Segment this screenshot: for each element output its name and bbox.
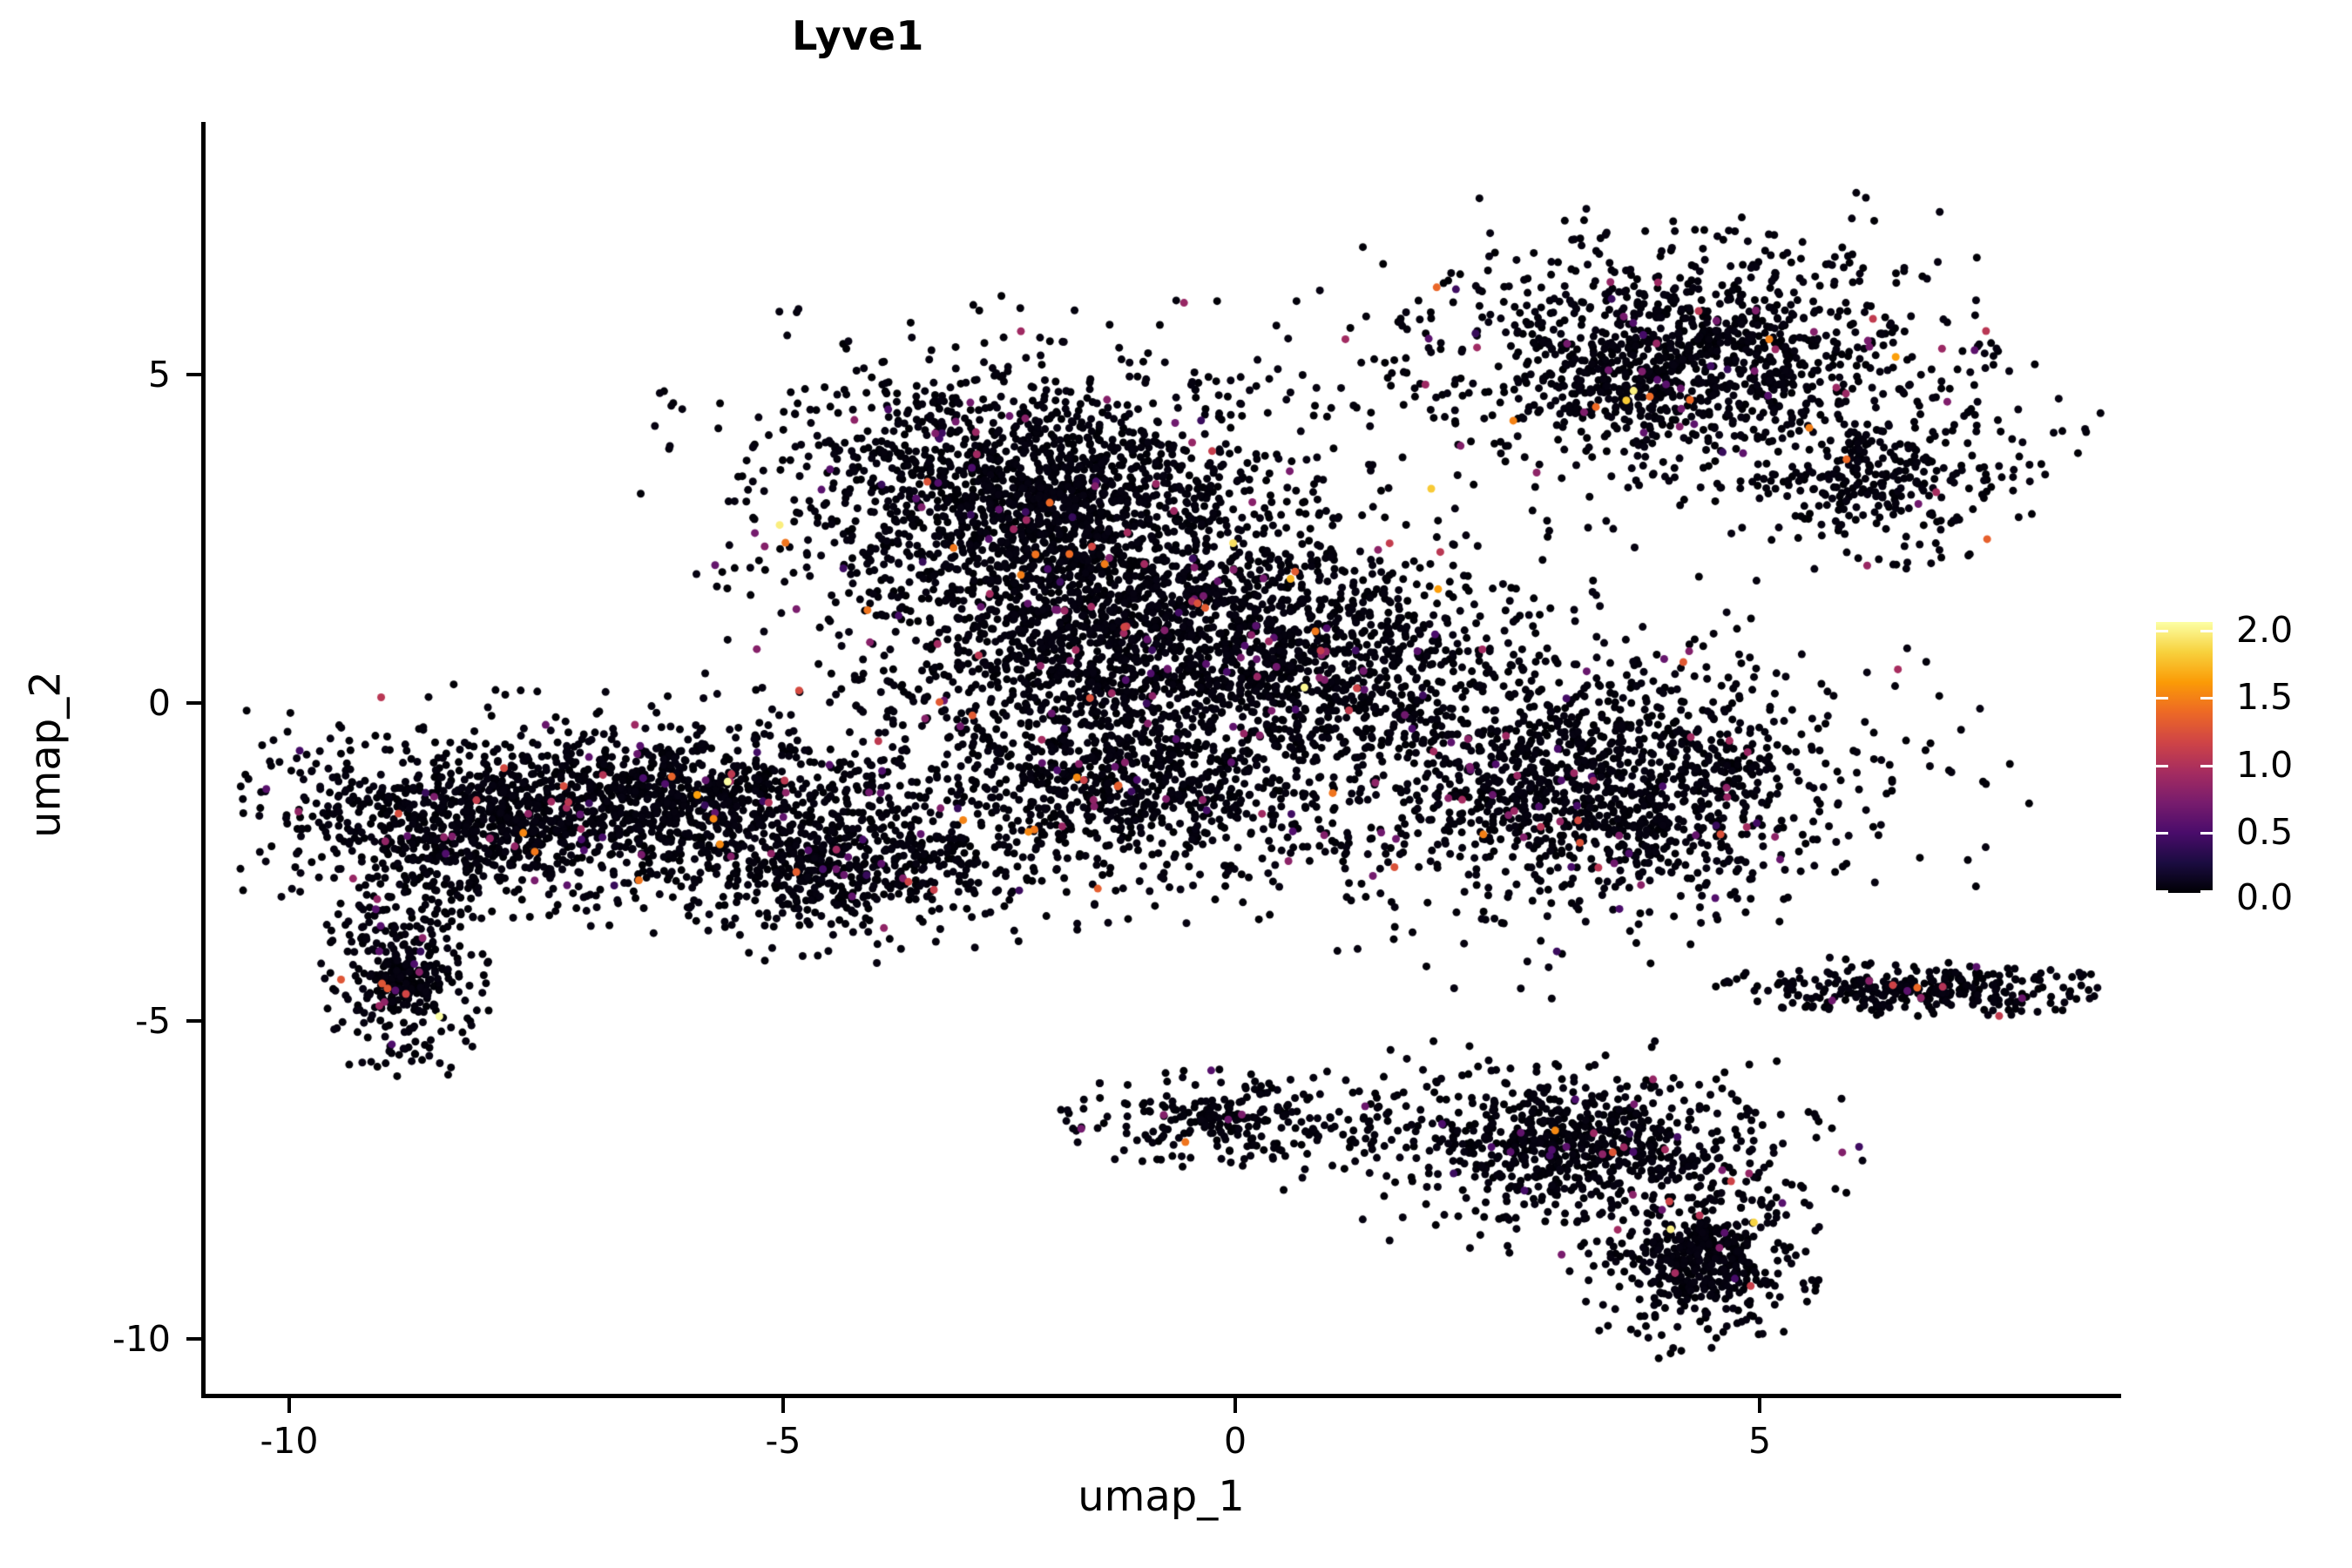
x-tick-mark: [781, 1398, 785, 1413]
y-tick-mark: [186, 1337, 201, 1341]
colorbar-tick-mark: [2156, 765, 2168, 767]
colorbar-tick-mark: [2200, 890, 2213, 893]
x-tick-label: -5: [765, 1420, 801, 1462]
y-tick-label: -5: [135, 1000, 171, 1042]
scatter-plot-area: [201, 122, 2121, 1398]
scatter-points-canvas: [201, 122, 2121, 1398]
x-tick-label: -10: [260, 1420, 319, 1462]
colorbar-tick-mark: [2200, 765, 2213, 767]
colorbar-tick-mark: [2200, 630, 2213, 632]
y-tick-mark: [186, 373, 201, 376]
colorbar-tick-label: 1.5: [2236, 676, 2294, 718]
colorbar-tick-mark: [2156, 890, 2168, 893]
colorbar-tick-mark: [2200, 832, 2213, 835]
colorbar-gradient: [2156, 622, 2213, 893]
colorbar: 2.0 1.5 1.0 0.5 0.0: [2156, 612, 2330, 916]
colorbar-tick-mark: [2156, 630, 2168, 632]
x-axis-label: umap_1: [1078, 1472, 1245, 1521]
axes-frame: [201, 122, 2121, 1398]
y-tick-mark: [186, 1019, 201, 1023]
x-tick-mark: [287, 1398, 291, 1413]
y-tick-mark: [186, 701, 201, 705]
colorbar-tick-label: 1.0: [2236, 744, 2294, 786]
colorbar-tick-mark: [2200, 697, 2213, 700]
x-tick-mark: [1758, 1398, 1761, 1413]
colorbar-tick-label: 2.0: [2236, 609, 2294, 651]
y-axis-spine: [201, 122, 206, 1398]
x-tick-mark: [1233, 1398, 1237, 1413]
y-tick-label: 0: [147, 682, 171, 724]
y-axis-label: umap_2: [21, 671, 71, 838]
page-title: Lyve1: [792, 12, 924, 59]
colorbar-tick-label: 0.5: [2236, 811, 2294, 853]
colorbar-tick-label: 0.0: [2236, 876, 2294, 918]
colorbar-tick-mark: [2156, 697, 2168, 700]
x-axis-spine: [201, 1394, 2121, 1398]
x-tick-label: 5: [1747, 1420, 1772, 1462]
colorbar-tick-mark: [2156, 832, 2168, 835]
y-tick-label: -10: [112, 1318, 171, 1360]
y-tick-label: 5: [147, 354, 171, 395]
x-tick-label: 0: [1223, 1420, 1247, 1462]
